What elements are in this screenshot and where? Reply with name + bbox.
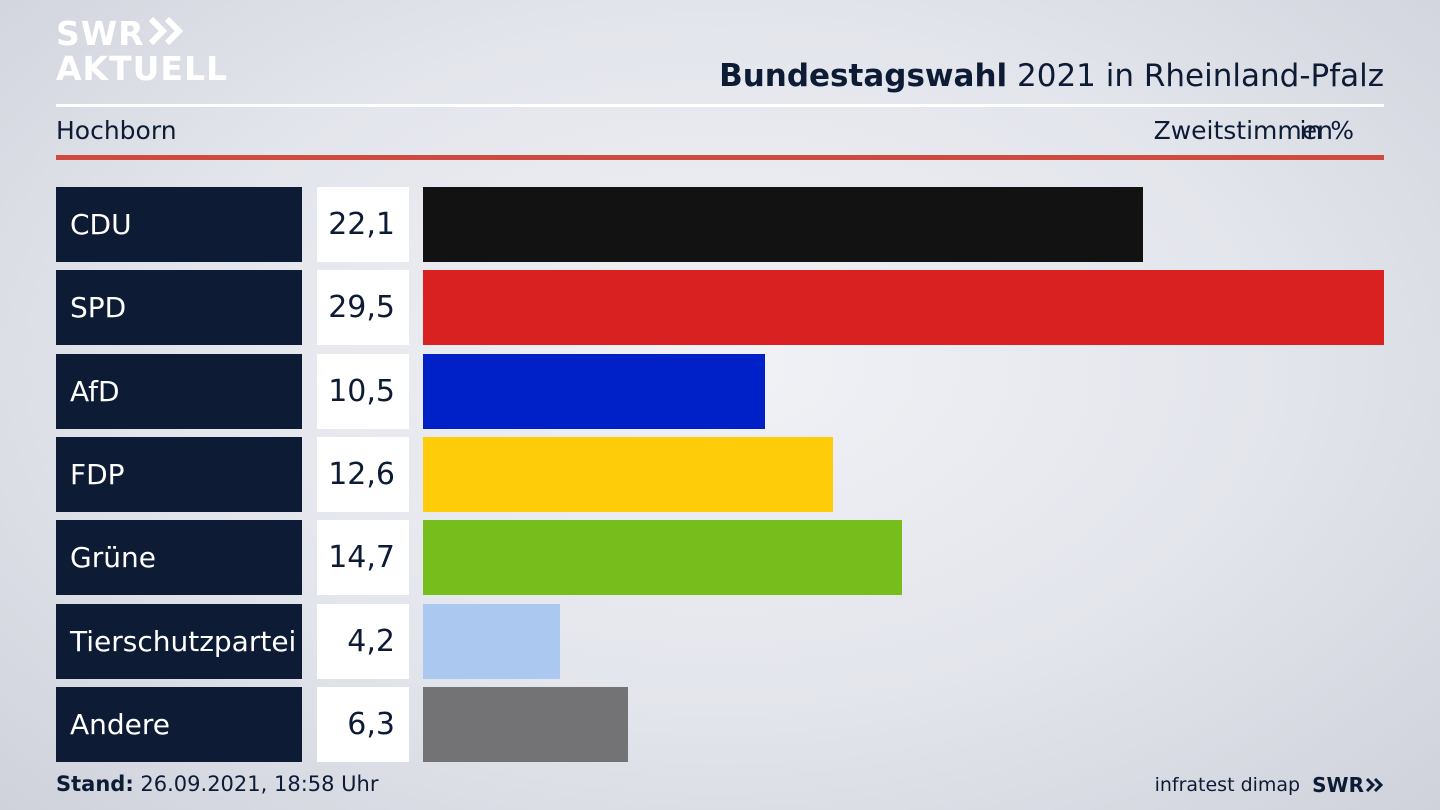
chart-row: CDU 22,1 — [56, 187, 1384, 262]
logo-aktuell-text: AKTUELL — [56, 49, 229, 88]
chart-row: Tierschutzpartei 4,2 — [56, 603, 1384, 679]
chart-title: Bundestagswahl 2021 in Rheinland-Pfalz — [719, 58, 1384, 94]
party-label: Grüne — [56, 520, 302, 596]
swr-aktuell-logo: SWR AKTUELL — [56, 16, 228, 85]
title-rest: 2021 in Rheinland-Pfalz — [1007, 58, 1384, 94]
header-divider — [56, 104, 1384, 107]
party-label: SPD — [56, 270, 302, 346]
bar — [423, 270, 1384, 346]
party-label: FDP — [56, 436, 302, 512]
source-label: infratest dimap — [1154, 774, 1301, 796]
timestamp: Stand: 26.09.2021, 18:58 Uhr — [56, 772, 379, 796]
bar — [423, 353, 766, 429]
value-label: 6,3 — [317, 686, 409, 762]
chart-row: AfD 10,5 — [56, 353, 1384, 429]
value-label: 29,5 — [317, 270, 409, 346]
party-label: Andere — [56, 686, 302, 762]
value-label: 10,5 — [317, 353, 409, 429]
bar — [423, 187, 1143, 262]
swr-footer-logo: SWR — [1312, 773, 1384, 797]
value-label: 4,2 — [317, 603, 409, 679]
double-chevron-small-icon — [1366, 777, 1384, 793]
unit-label: in % — [1299, 116, 1355, 145]
logo-swr-text: SWR — [56, 14, 145, 53]
chart-row: Andere 6,3 — [56, 686, 1384, 762]
swr-footer-text: SWR — [1312, 773, 1364, 797]
bar — [423, 686, 629, 762]
title-bold: Bundestagswahl — [719, 58, 1008, 94]
value-label: 12,6 — [317, 436, 409, 512]
footer-credits: infratest dimap SWR — [1155, 773, 1384, 797]
value-label: 22,1 — [317, 187, 409, 262]
chart-row: FDP 12,6 — [56, 436, 1384, 512]
party-label: CDU — [56, 187, 302, 262]
party-label: AfD — [56, 353, 302, 429]
bar — [423, 520, 902, 596]
accent-divider — [56, 155, 1384, 160]
double-chevron-icon — [148, 16, 185, 51]
bar — [423, 603, 560, 679]
chart-row: SPD 29,5 — [56, 270, 1384, 346]
chart-row: Grüne 14,7 — [56, 520, 1384, 596]
bar — [423, 436, 834, 512]
stand-value: 26.09.2021, 18:58 Uhr — [133, 772, 379, 796]
location-label: Hochborn — [56, 116, 177, 145]
stand-label: Stand: — [56, 772, 134, 796]
value-label: 14,7 — [317, 520, 409, 596]
vote-type-label: Zweitstimmen — [1153, 116, 1333, 145]
party-label: Tierschutzpartei — [56, 603, 302, 679]
